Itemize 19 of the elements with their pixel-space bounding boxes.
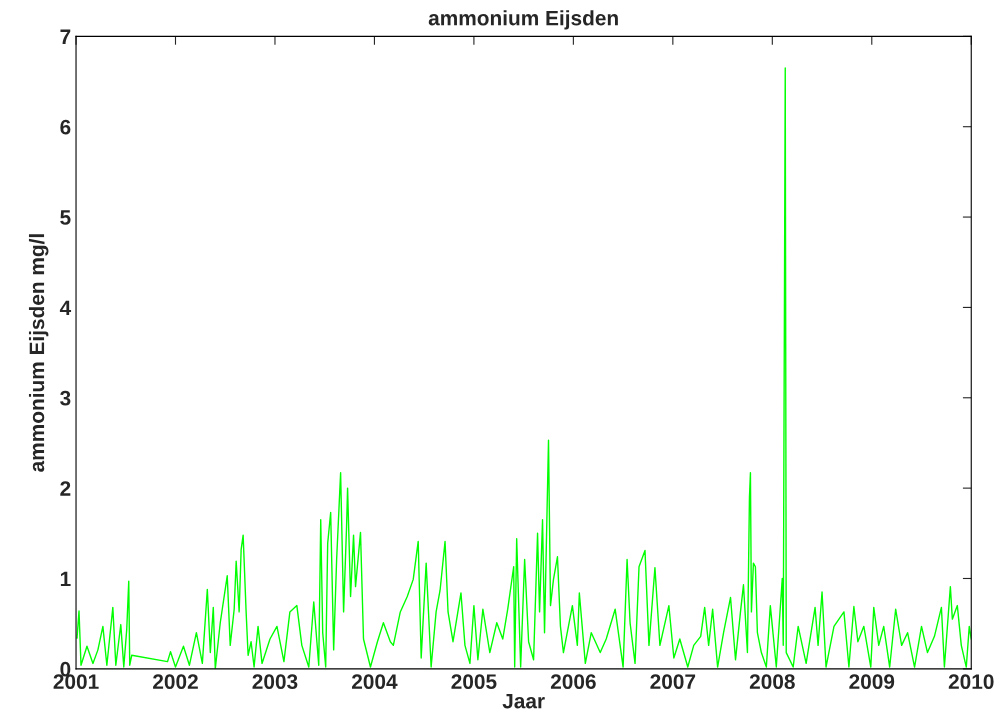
x-tick-label: 2009 — [849, 674, 895, 689]
x-tick-label: 2007 — [650, 674, 696, 689]
y-tick-label: 2 — [60, 481, 71, 496]
x-tick-label: 2008 — [749, 674, 795, 689]
x-tick-label: 2010 — [948, 674, 994, 689]
y-tick-label: 1 — [60, 571, 71, 587]
y-tick-label: 7 — [60, 29, 71, 44]
y-axis-title: ammonium Eijsden mg/l — [28, 234, 49, 472]
chart-title: ammonium Eijsden — [428, 10, 618, 30]
x-tick-label: 2005 — [451, 674, 497, 689]
y-tick-label: 5 — [60, 210, 71, 225]
y-tick-label: 4 — [59, 300, 72, 315]
x-tick-label: 2004 — [351, 674, 398, 689]
x-tick-label: 2003 — [252, 674, 298, 690]
y-tick-label: 3 — [60, 390, 71, 406]
y-tick-label: 6 — [60, 119, 71, 135]
x-tick-label: 2006 — [550, 674, 596, 689]
x-axis-title: Jaar — [502, 693, 545, 709]
x-tick-label: 2002 — [153, 674, 198, 689]
